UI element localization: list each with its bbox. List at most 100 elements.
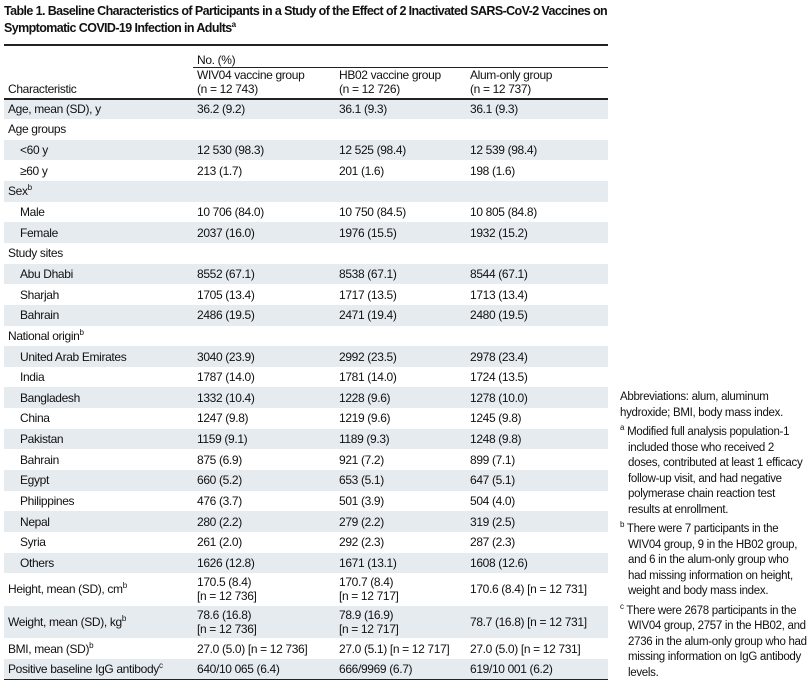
cell-line: [n = 12 736] <box>197 621 257 636</box>
cell: 8544 (67.1) <box>470 266 528 281</box>
cell: 1228 (9.6) <box>339 390 391 405</box>
cell: 170.5 (8.4) [n = 12 736] <box>193 573 335 606</box>
table-row: Bangladesh 1332 (10.4) 1228 (9.6) 1278 (10.… <box>4 387 609 409</box>
cell: 170.6 (8.4) [n = 12 731] <box>470 582 587 597</box>
title-text: Table 1. Baseline Characteristics of Par… <box>4 4 608 35</box>
cell: 261 (2.0) <box>197 535 242 550</box>
row-label: Height, mean (SD), cmb <box>4 573 193 606</box>
cell: 1713 (13.4) <box>470 287 528 302</box>
label-text: China <box>20 411 50 426</box>
cell-line: [n = 12 717] <box>339 589 399 604</box>
cell <box>193 326 335 347</box>
cell <box>335 243 466 264</box>
cell: 78.9 (16.9) [n = 12 717] <box>335 606 466 639</box>
cell: 501 (3.9) <box>339 493 384 508</box>
footnote-mark: c <box>158 660 163 670</box>
label-text: Sharjah <box>20 287 59 302</box>
footnote-mark: a <box>620 423 625 433</box>
label-text: National origin <box>8 328 80 343</box>
row-label: ≥60 y <box>4 160 193 181</box>
label-text: Male <box>20 205 45 220</box>
row-label: <60 y <box>4 140 193 161</box>
column-header: Alum-only group (n = 12 737) <box>466 67 609 100</box>
label-text: Height, mean (SD), cm <box>8 582 123 597</box>
cell: 476 (3.7) <box>197 493 242 508</box>
cell: 1717 (13.5) <box>339 287 397 302</box>
table-row: Age groups <box>4 119 608 140</box>
row-label: Positive baseline IgG antibodyc <box>4 659 193 680</box>
cell: 10 750 (84.5) <box>339 205 406 220</box>
column-header: Characteristic <box>4 67 193 100</box>
cell: 280 (2.2) <box>197 514 242 529</box>
footnote-text: Modified full analysis population-1 incl… <box>627 426 803 516</box>
table-title: Table 1. Baseline Characteristics of Par… <box>4 3 608 37</box>
row-label: Age groups <box>4 119 193 140</box>
row-label: Egypt <box>4 470 193 491</box>
cell <box>466 119 608 140</box>
table-row: Philippines 476 (3.7) 501 (3.9) 504 (4.0) <box>4 491 608 512</box>
cell: 660 (5.2) <box>197 473 242 488</box>
cell: 319 (2.5) <box>470 514 515 529</box>
cell: 3040 (23.9) <box>197 349 255 364</box>
label-text: BMI, mean (SD) <box>8 641 90 656</box>
group-name: Alum-only group <box>470 67 553 82</box>
footnote-mark: b <box>122 581 127 591</box>
cell: 10 805 (84.8) <box>470 205 537 220</box>
cell <box>193 181 335 202</box>
cell: 292 (2.3) <box>339 535 384 550</box>
table-row: Female 2037 (16.0) 1976 (15.5) 1932 (15.2) <box>4 222 609 243</box>
label-text: Pakistan <box>20 432 64 447</box>
table-row: Age, mean (SD), y 36.2 (9.2) 36.1 (9.3) 36.… <box>4 98 609 120</box>
footnote: c There were 2678 participants in the WI… <box>620 602 808 682</box>
cell: 287 (2.3) <box>470 535 515 550</box>
cell: 2486 (19.5) <box>197 308 255 323</box>
label-text: Syria <box>20 535 46 550</box>
cell <box>335 119 466 140</box>
row-label: Bahrain <box>4 449 193 470</box>
label-text: Sex <box>8 184 28 199</box>
cell: 36.2 (9.2) <box>197 102 245 117</box>
cell: 619/10 001 (6.2) <box>470 661 553 676</box>
spanner: No. (%) <box>193 45 609 68</box>
footnote: a Modified full analysis population-1 in… <box>620 423 808 518</box>
row-label: United Arab Emirates <box>4 346 193 367</box>
cell: 78.6 (16.8) [n = 12 736] <box>193 606 335 639</box>
cell: 1189 (9.3) <box>339 432 390 447</box>
table-row: China 1247 (9.8) 1219 (9.6) 1245 (9.8) <box>4 408 608 429</box>
row-label: Weight, mean (SD), kgb <box>4 606 193 639</box>
footnote-mark: b <box>79 327 84 337</box>
table: No. (%) Characteristic WIV04 vaccine grou… <box>4 44 609 680</box>
row-label: Bangladesh <box>4 387 193 408</box>
row-label: Study sites <box>4 243 193 264</box>
cell <box>193 119 335 140</box>
table-row: Height, mean (SD), cmb 170.5 (8.4) [n = 12… <box>4 573 608 606</box>
cell: 2992 (23.5) <box>339 349 397 364</box>
cell: 1705 (13.4) <box>197 287 255 302</box>
cell: 1787 (14.0) <box>197 370 255 385</box>
table-row: Positive baseline IgG antibodyc 640/10 06… <box>4 658 609 680</box>
label-text: Bangladesh <box>20 390 80 405</box>
group-n: (n = 12 737) <box>470 81 531 96</box>
row-label: China <box>4 408 193 429</box>
cell: 666/9969 (6.7) <box>339 661 413 676</box>
table-row: United Arab Emirates 3040 (23.9) 2992 (23.… <box>4 346 609 367</box>
cell: 2480 (19.5) <box>470 308 528 323</box>
table-row: Nepal 280 (2.2) 279 (2.2) 319 (2.5) <box>4 511 609 532</box>
label-text: Nepal <box>20 514 50 529</box>
cell: 2978 (23.4) <box>470 349 528 364</box>
label-text: Abu Dhabi <box>20 266 73 281</box>
cell: 201 (1.6) <box>339 163 384 178</box>
cell-line: [n = 12 717] <box>339 621 399 636</box>
footnote-text: There were 7 participants in the WIV04 g… <box>626 523 798 597</box>
cell <box>193 243 335 264</box>
table-row: National originb <box>4 326 608 347</box>
cell: 640/10 065 (6.4) <box>197 661 280 676</box>
label-text: Positive baseline IgG antibody <box>8 661 159 676</box>
column-header: HB02 vaccine group (n = 12 726) <box>335 67 466 100</box>
footnote-mark: a <box>231 19 236 29</box>
row-label: India <box>4 367 193 388</box>
cell: 12 539 (98.4) <box>470 143 537 158</box>
cell <box>466 181 608 202</box>
table-row: Others 1626 (12.8) 1671 (13.1) 1608 (12.6) <box>4 552 609 574</box>
label-text: India <box>20 370 45 385</box>
